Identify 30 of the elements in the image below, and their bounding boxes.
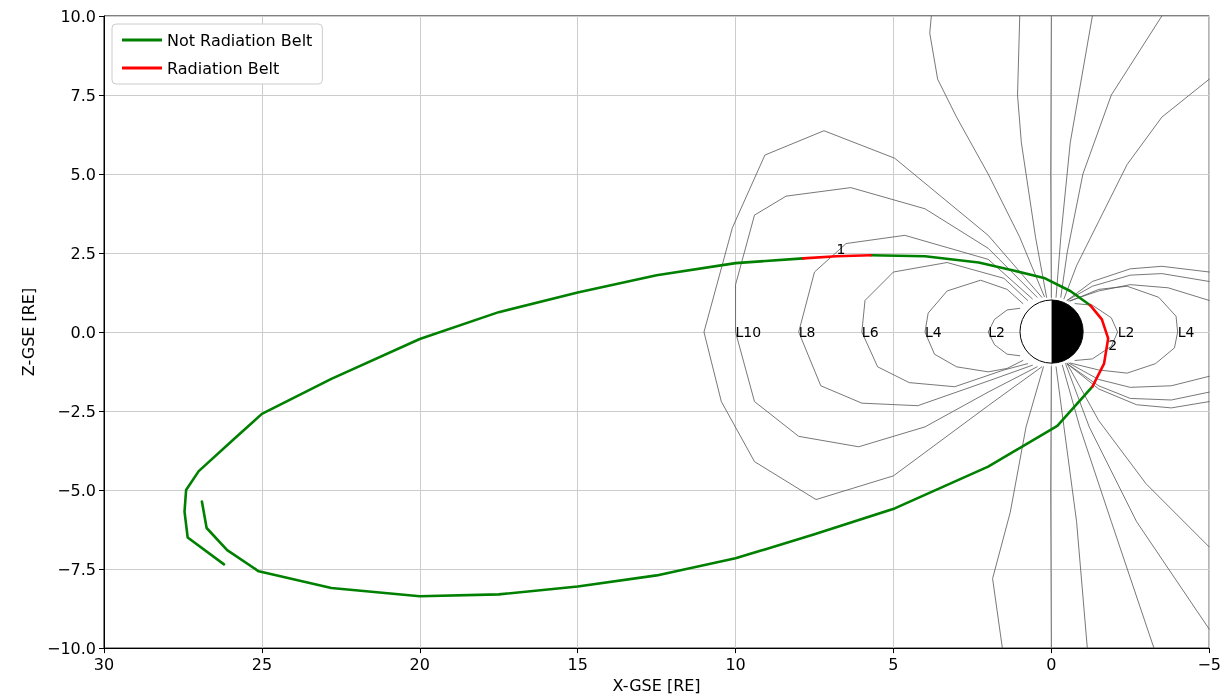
legend-label: Radiation Belt <box>167 58 280 78</box>
y-tick-label: 0.0 <box>70 322 96 342</box>
x-tick-label: 0 <box>1046 654 1057 674</box>
x-tick-label: 5 <box>888 654 899 674</box>
y-tick-label: 10.0 <box>60 6 96 26</box>
y-tick-label: 2.5 <box>70 243 96 263</box>
y-tick-label: −5.0 <box>57 480 96 500</box>
annotation: L4 <box>1177 324 1195 341</box>
annotation: L6 <box>861 324 879 341</box>
y-tick-label: 5.0 <box>70 164 96 184</box>
annotation: L8 <box>798 324 816 341</box>
annotation: L2 <box>988 324 1005 341</box>
annotation: L10 <box>735 324 762 341</box>
x-tick-label: 30 <box>93 654 115 674</box>
legend-label: Not Radiation Belt <box>167 30 313 50</box>
y-tick-label: 7.5 <box>70 85 96 105</box>
x-tick-label: −5 <box>1197 654 1221 674</box>
x-tick-label: 15 <box>567 654 588 674</box>
x-tick-label: 10 <box>725 654 746 674</box>
x-tick-label: 20 <box>409 654 430 674</box>
annotation: 1 <box>836 241 846 258</box>
x-tick-label: 25 <box>251 654 273 674</box>
annotation: 2 <box>1108 337 1118 354</box>
y-axis-title: Z-GSE [RE] <box>18 287 38 377</box>
annotation: L2 <box>1117 324 1135 341</box>
y-tick-label: −10.0 <box>46 638 96 658</box>
annotation: L4 <box>925 324 942 341</box>
y-tick-label: −7.5 <box>57 559 96 579</box>
x-axis-title: X-GSE [RE] <box>612 675 701 695</box>
y-tick-label: −2.5 <box>57 401 96 421</box>
